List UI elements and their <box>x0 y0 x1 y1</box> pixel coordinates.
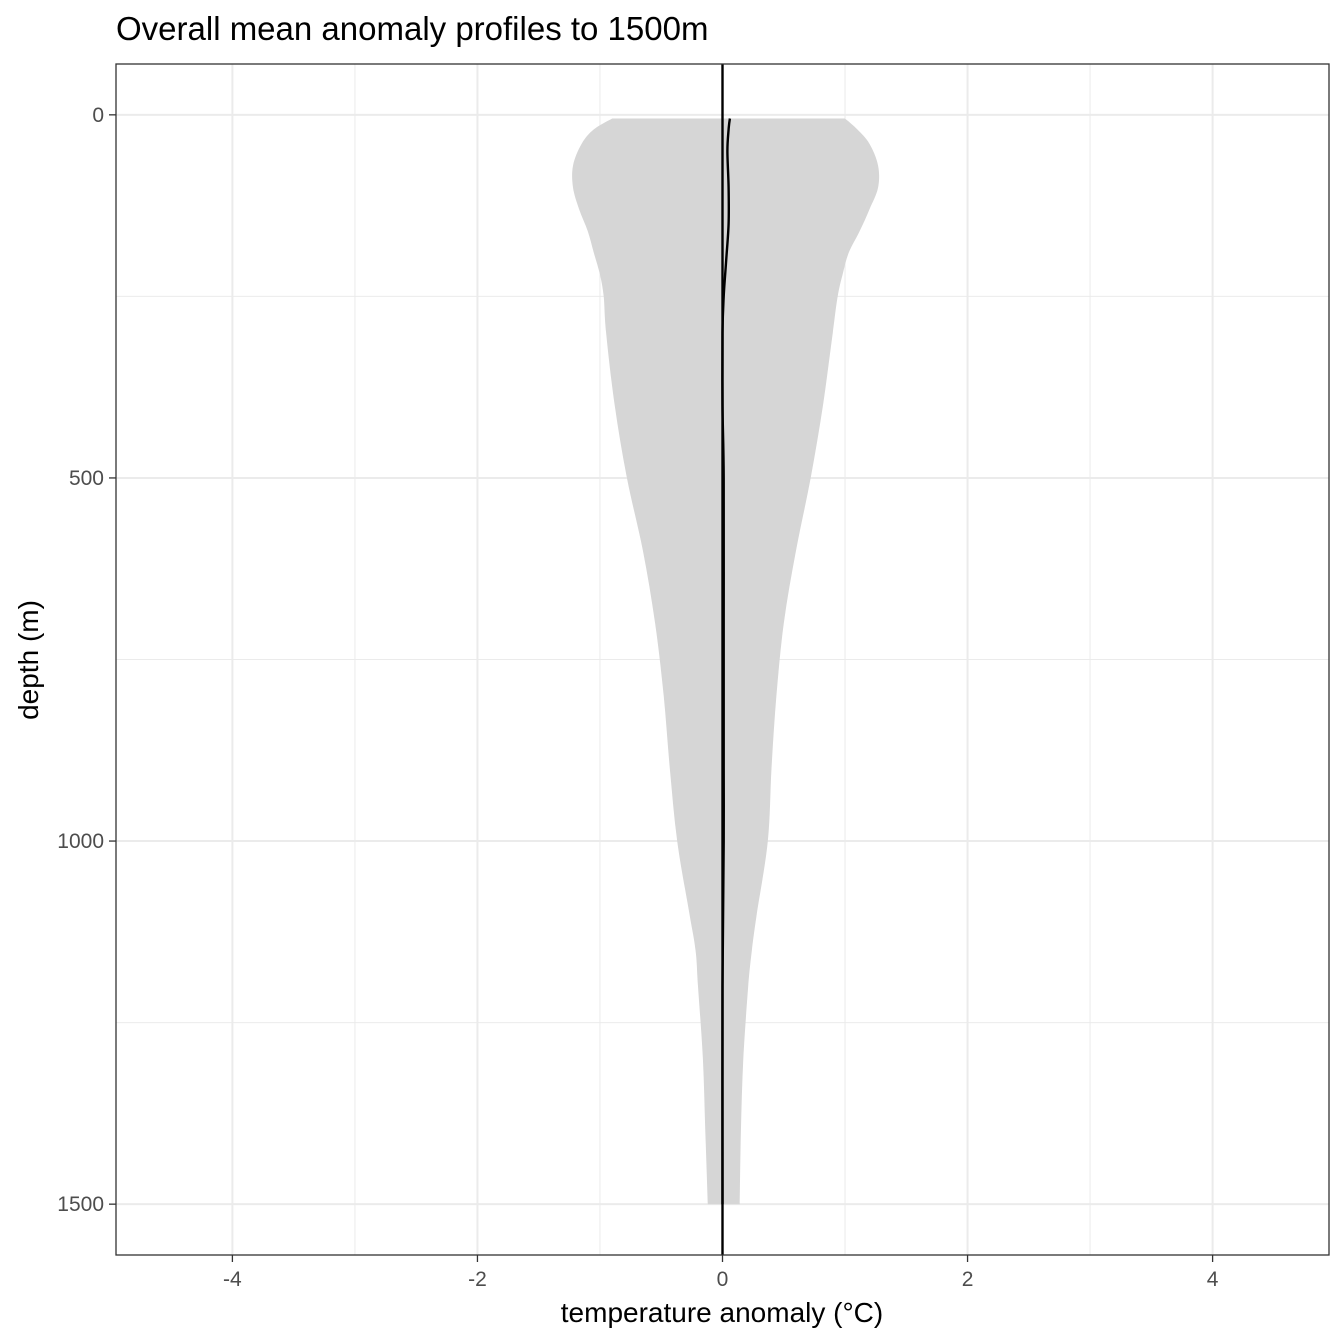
y-tick-label: 1000 <box>57 830 104 853</box>
y-axis-title: depth (m) <box>13 600 44 720</box>
x-tick-label: -4 <box>223 1268 242 1291</box>
chart-title: Overall mean anomaly profiles to 1500m <box>116 10 708 47</box>
anomaly-range-ribbon <box>572 118 880 1205</box>
y-tick-label: 1500 <box>57 1193 104 1216</box>
y-tick-label: 500 <box>69 467 104 490</box>
x-tick-label: 0 <box>717 1268 729 1291</box>
x-axis-title: temperature anomaly (°C) <box>561 1297 883 1328</box>
y-axis: 0 500 1000 1500 <box>57 104 116 1216</box>
x-tick-label: 2 <box>962 1268 974 1291</box>
x-tick-label: 4 <box>1207 1268 1219 1291</box>
y-tick-label: 0 <box>92 104 104 127</box>
mean-anomaly-line <box>721 118 732 1205</box>
x-axis: -4 -2 0 2 4 <box>223 1255 1219 1291</box>
x-tick-label: -2 <box>468 1268 487 1291</box>
